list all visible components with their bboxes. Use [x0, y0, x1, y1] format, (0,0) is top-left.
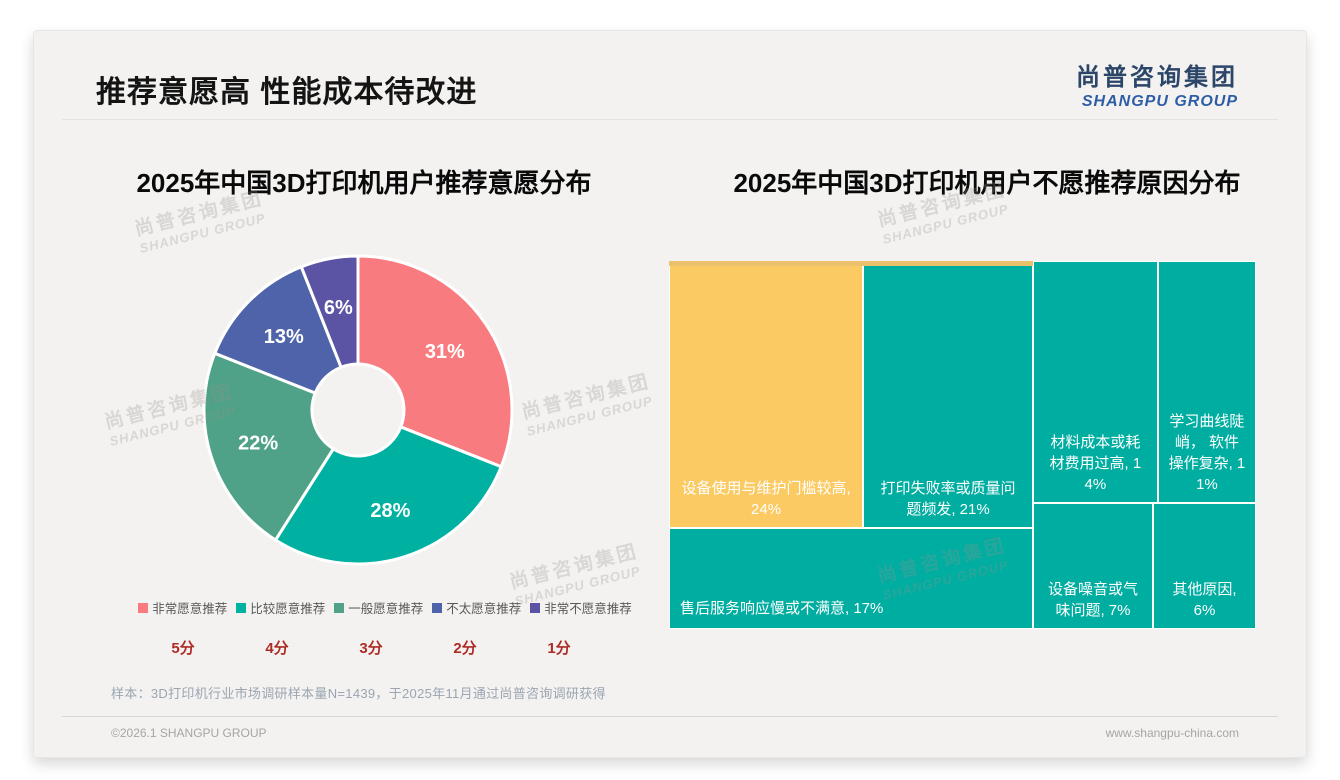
watermark-en-text: SHANGPU GROUP — [137, 210, 268, 256]
legend-label: 非常愿意推荐 — [152, 602, 228, 616]
watermark: 尚普咨询集团 SHANGPU GROUP — [518, 357, 693, 439]
treemap-box-label: 设备使用与维护门槛较高, 24% — [681, 480, 851, 519]
legend-swatch-icon — [236, 602, 247, 613]
treemap-box-label: 其他原因, 6% — [1172, 580, 1237, 619]
treemap-box: 其他原因, 6% — [1153, 503, 1256, 629]
treemap-box: 设备使用与维护门槛较高, 24% — [669, 261, 864, 529]
legend-swatch-icon — [530, 602, 541, 613]
donut-slice-2分 — [212, 264, 344, 396]
score-label: 3分 — [359, 640, 383, 657]
score-label: 4分 — [265, 640, 289, 657]
donut-slice-value: 31% — [425, 341, 465, 363]
footer-website: www.shangpu-china.com — [1105, 726, 1239, 740]
treemap-group-accent — [669, 261, 1033, 266]
treemap-chart-title: 2025年中国3D打印机用户不愿推荐原因分布 — [733, 168, 1241, 198]
treemap-box-label: 售后服务响应慢或不满意, 17% — [680, 599, 884, 617]
footer-copyright: ©2026.1 SHANGPU GROUP — [111, 726, 267, 740]
legend-item: 非常愿意推荐 — [138, 598, 227, 617]
donut-slice-4分 — [273, 424, 504, 566]
header-divider — [62, 119, 1278, 120]
treemap-box-label: 设备噪音或气味问题, 7% — [1047, 580, 1138, 619]
page-title: 推荐意愿高 性能成本待改进 — [96, 76, 478, 109]
legend-item: 比较愿意推荐 — [236, 598, 325, 617]
legend-label: 一般愿意推荐 — [348, 602, 424, 616]
treemap-chart: 设备使用与维护门槛较高, 24% 打印失败率或质量问题频发, 21% 售后服务响应慢… — [669, 261, 1256, 629]
legend-label: 非常不愿意推荐 — [544, 602, 632, 616]
footer-divider — [62, 716, 1278, 717]
legend-item: 非常不愿意推荐 — [530, 598, 632, 617]
company-logo: 尚普咨询集团 SHANGPU GROUP — [1076, 57, 1238, 111]
treemap-box-label: 学习曲线陡峭， 软件操作复杂, 11% — [1168, 413, 1246, 494]
donut-legend: 非常愿意推荐 比较愿意推荐 一般愿意推荐 不太愿意推荐 非常不愿意推荐 — [100, 598, 670, 617]
score-labels-row: 5分 4分 3分 2分 1分 — [136, 637, 606, 658]
donut-chart: 31% 28% 22% 13% 6% — [198, 250, 518, 570]
watermark: 尚普咨询集团 SHANGPU GROUP — [506, 527, 681, 609]
legend-swatch-icon — [334, 602, 345, 613]
legend-item: 不太愿意推荐 — [432, 598, 521, 617]
donut-chart-svg: 31% 28% 22% 13% 6% — [202, 254, 514, 566]
score-label: 2分 — [453, 640, 477, 657]
score-label: 5分 — [171, 640, 195, 657]
treemap-box: 学习曲线陡峭， 软件操作复杂, 11% — [1157, 261, 1256, 504]
logo-chinese-name: 尚普咨询集团 — [1076, 64, 1238, 91]
treemap-box-label: 材料成本或耗材费用过高, 14% — [1049, 434, 1142, 494]
slide-card: 推荐意愿高 性能成本待改进 尚普咨询集团 SHANGPU GROUP 2025年… — [33, 30, 1307, 758]
score-label: 1分 — [547, 640, 571, 657]
donut-slice-1分 — [299, 254, 360, 370]
watermark-cn-text: 尚普咨询集团 — [519, 371, 653, 424]
donut-slice-5分 — [356, 254, 514, 469]
logo-english-name: SHANGPU GROUP — [1081, 93, 1238, 110]
legend-item: 一般愿意推荐 — [334, 598, 423, 617]
treemap-box: 售后服务响应慢或不满意, 17% — [669, 528, 1033, 629]
watermark-cn-text: 尚普咨询集团 — [507, 541, 641, 594]
legend-swatch-icon — [138, 602, 149, 613]
donut-slice-value: 13% — [264, 326, 304, 348]
donut-chart-title: 2025年中国3D打印机用户推荐意愿分布 — [136, 168, 592, 198]
donut-slice-value: 22% — [238, 432, 278, 454]
sample-footnote: 样本：3D打印机行业市场调研样本量N=1439，于2025年11月通过尚普咨询调… — [111, 686, 606, 701]
donut-slice-value: 28% — [370, 500, 410, 522]
legend-label: 比较愿意推荐 — [250, 602, 326, 616]
donut-slice-3分 — [202, 351, 336, 543]
legend-label: 不太愿意推荐 — [446, 602, 522, 616]
treemap-box: 设备噪音或气味问题, 7% — [1032, 503, 1154, 629]
donut-slice-value: 6% — [324, 297, 353, 319]
treemap-box-label: 打印失败率或质量问题频发, 21% — [880, 480, 1016, 519]
legend-swatch-icon — [432, 602, 443, 613]
treemap-box: 打印失败率或质量问题频发, 21% — [863, 261, 1033, 529]
treemap-box: 材料成本或耗材费用过高, 14% — [1032, 261, 1158, 504]
